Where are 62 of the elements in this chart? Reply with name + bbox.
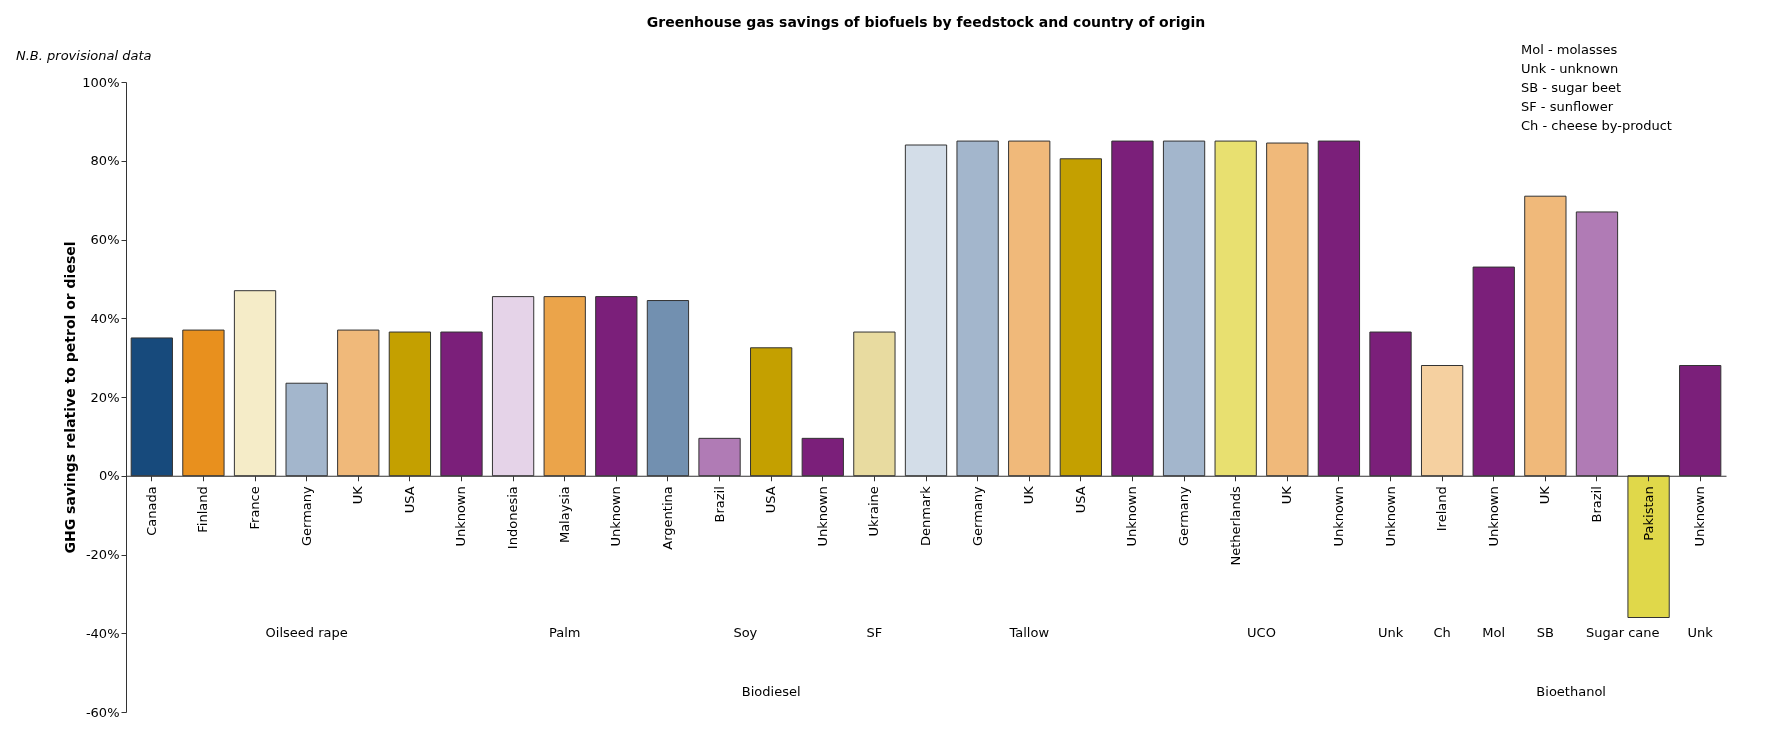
x-tick-label: Netherlands (1227, 486, 1243, 566)
chart-title: Greenhouse gas savings of biofuels by feedstock and country of origin (646, 14, 1206, 30)
x-tick-label: Unknown (453, 486, 469, 547)
text: N.B. provisional data (16, 48, 152, 63)
x-tick-label: France (247, 486, 263, 530)
annotation: SF (866, 625, 883, 641)
annotation: Biodiesel (741, 684, 801, 700)
x-tick-label: Unknown (608, 486, 624, 547)
y-tick-label: 40% (90, 310, 120, 326)
annotation: Unk (1377, 625, 1404, 641)
annotation: Bioethanol (1536, 684, 1606, 700)
annotation: Unk (1687, 625, 1714, 641)
y-tick-label: -40% (85, 625, 120, 641)
x-tick-label: Germany (298, 485, 314, 547)
annotation: Ch - cheese by-product (1521, 118, 1672, 133)
x-tick-label: Unknown (1692, 486, 1708, 547)
text: Unk - unknown (1521, 61, 1619, 76)
y-axis-title: GHG savings relative to petrol or diesel (62, 241, 79, 554)
y-tick-label: -60% (85, 704, 120, 720)
x-tick-label: Unknown (1124, 486, 1140, 547)
x-tick-label: Unknown (814, 486, 830, 547)
y-tick-label: 60% (90, 232, 120, 247)
y-tick-label: 80% (90, 153, 120, 169)
x-tick-label: Finland (195, 486, 211, 533)
x-tick-label: Brazil (711, 486, 727, 523)
x-tick-label: Argentina (659, 486, 675, 550)
annotation: SB (1536, 625, 1554, 641)
annotation: Mol (1482, 625, 1506, 641)
x-tick-label: UK (1537, 485, 1553, 505)
x-tick-label: UK (1021, 485, 1037, 505)
annotation: SB - sugar beet (1521, 80, 1622, 95)
y-tick-label: 0% (98, 468, 120, 484)
x-tick-label: UK (1279, 485, 1295, 505)
x-tick-label: Unknown (1382, 486, 1398, 547)
y-tick-label: 100% (82, 74, 120, 90)
x-tick-label: Denmark (918, 485, 933, 547)
annotation: Soy (733, 625, 758, 641)
x-tick-label: USA (1072, 486, 1088, 514)
x-tick-label: Ukraine (866, 486, 882, 537)
annotation: SF - sunflower (1521, 99, 1614, 114)
x-tick-label: Ireland (1434, 486, 1450, 532)
text: Mol - molasses (1521, 42, 1618, 57)
x-tick-label: Canada (143, 486, 159, 536)
x-tick-label: USA (763, 486, 779, 514)
x-tick-label: Pakistan (1640, 486, 1656, 541)
annotation: Oilseed rape (265, 625, 348, 641)
annotation: Ch (1433, 625, 1451, 641)
annotation: Tallow (1008, 625, 1050, 641)
x-tick-label: Unknown (1330, 486, 1346, 547)
annotation: UCO (1247, 625, 1276, 641)
x-tick-label: Indonesia (505, 486, 521, 550)
x-tick-label: Germany (969, 485, 985, 547)
annotation: Sugar cane (1586, 625, 1660, 641)
x-tick-label: Unknown (1485, 486, 1501, 547)
x-tick-label: USA (401, 486, 417, 514)
x-tick-label: Brazil (1588, 486, 1604, 523)
x-tick-label: Germany (1176, 485, 1192, 547)
x-tick-label: UK (350, 485, 366, 505)
annotation: Palm (548, 625, 581, 641)
y-tick-label: 20% (90, 389, 120, 405)
x-tick-label: Malaysia (556, 486, 572, 544)
y-tick-label: -20% (85, 547, 120, 562)
